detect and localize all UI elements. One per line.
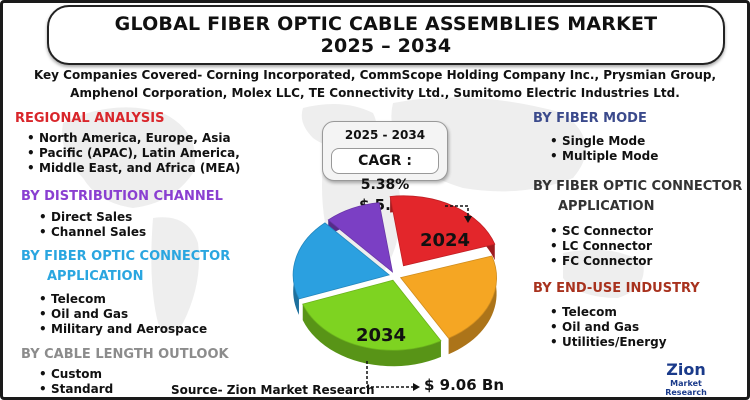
slice-green: [302, 279, 442, 351]
title-line-2: 2025 – 2034: [320, 35, 452, 57]
key-companies-line-2: Amphenol Corporation, Molex LLC, TE Conn…: [70, 86, 680, 100]
source-note: Source- Zion Market Research: [171, 383, 375, 397]
key-companies-line-1: Key Companies Covered- Corning Incorpora…: [33, 68, 717, 82]
regional-analysis-title: REGIONAL ANALYSIS: [15, 111, 165, 126]
slice-green-side: [302, 304, 441, 367]
list-item: Multiple Mode: [548, 149, 658, 164]
slice-orange-side: [448, 255, 497, 355]
regional-analysis-list: North America, Europe, Asia Pacific (APA…: [25, 131, 240, 176]
list-item: Military and Aerospace: [37, 322, 207, 337]
list-item: LC Connector: [548, 239, 653, 254]
value-label-2034: $ 9.06 Bn: [424, 376, 505, 394]
slice-label-2024: 2024: [420, 230, 470, 251]
slice-purple: [327, 202, 394, 273]
fiber-mode-list: Single Mode Multiple Mode: [548, 134, 658, 164]
right-connector-title-1: BY FIBER OPTIC CONNECTOR: [533, 179, 743, 194]
end-use-title: BY END-USE INDUSTRY: [533, 281, 700, 296]
list-item: SC Connector: [548, 224, 653, 239]
cagr-years: 2025 - 2034: [344, 128, 426, 142]
end-use-list: Telecom Oil and Gas Utilities/Energy: [548, 305, 667, 350]
zion-logo: Zion Market Research: [653, 360, 719, 398]
title-box: GLOBAL FIBER OPTIC CABLE ASSEMBLIES MARK…: [47, 5, 725, 65]
list-item: Telecom: [548, 305, 667, 320]
list-item-continuation: Pacific (APAC), Latin America,: [39, 146, 240, 160]
list-item: Oil and Gas: [548, 320, 667, 335]
left-connector-title-1: BY FIBER OPTIC CONNECTOR: [21, 249, 231, 264]
list-item: Pacific (APAC), Latin America,: [25, 146, 240, 161]
list-item: Middle East, and Africa (MEA): [25, 161, 240, 176]
logo-name: Zion: [666, 360, 706, 379]
list-item: North America, Europe, Asia: [25, 131, 240, 146]
fiber-mode-title: BY FIBER MODE: [533, 111, 647, 126]
key-companies: Key Companies Covered- Corning Incorpora…: [3, 66, 747, 102]
list-item: Utilities/Energy: [548, 335, 667, 350]
list-item: Single Mode: [548, 134, 658, 149]
list-item: Direct Sales: [37, 210, 146, 225]
logo-subtitle: Market Research: [665, 379, 707, 397]
right-connector-list: SC Connector LC Connector FC Connector: [548, 224, 653, 269]
list-item: Custom: [37, 367, 113, 382]
list-item: Oil and Gas: [37, 307, 207, 322]
list-item-continuation: Middle East, and Africa (MEA): [39, 161, 241, 175]
slice-orange: [399, 255, 497, 339]
left-connector-title-2: APPLICATION: [47, 269, 144, 284]
cable-length-list: Custom Standard: [37, 367, 113, 397]
slice-label-2034: 2034: [356, 325, 406, 346]
right-connector-title-2: APPLICATION: [558, 199, 655, 214]
pie-chart: 2024 2034: [292, 195, 497, 367]
cable-length-title: BY CABLE LENGTH OUTLOOK: [21, 347, 229, 362]
distribution-channel-list: Direct Sales Channel Sales: [37, 210, 146, 240]
title-line-1: GLOBAL FIBER OPTIC CABLE ASSEMBLIES MARK…: [114, 13, 658, 35]
left-connector-list: Telecom Oil and Gas Military and Aerospa…: [37, 292, 207, 337]
list-item: FC Connector: [548, 254, 653, 269]
distribution-channel-title: BY DISTRIBUTION CHANNEL: [21, 189, 223, 204]
cagr-box: 2025 - 2034 CAGR : 5.38%: [322, 121, 448, 193]
cagr-value: CAGR : 5.38%: [331, 148, 439, 193]
pie-slices: [292, 195, 497, 367]
list-item: Channel Sales: [37, 225, 146, 240]
list-item: Standard: [37, 382, 113, 397]
slice-blue: [292, 222, 391, 300]
list-item: Telecom: [37, 292, 207, 307]
